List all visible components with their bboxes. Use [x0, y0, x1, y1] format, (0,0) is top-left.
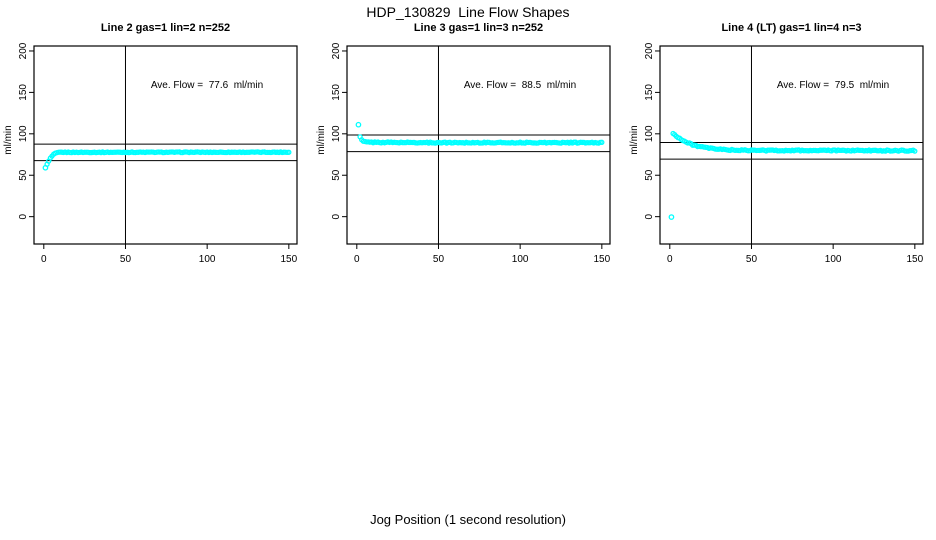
- y-tick-label: 0: [331, 213, 342, 219]
- y-tick-label: 100: [644, 125, 655, 142]
- x-tick-label: 150: [593, 254, 610, 265]
- y-tick-label: 50: [644, 169, 655, 181]
- panel-plot-line3: 0 50 100 150 0 50 100 150 200: [331, 42, 611, 265]
- panel-title-line4: Line 4 (LT) gas=1 lin=4 n=3: [721, 22, 862, 34]
- x-tick-label: 0: [667, 254, 673, 265]
- ave-flow-annotation: Ave. Flow = 79.5 ml/min: [776, 80, 890, 91]
- x-tick-label: 50: [746, 254, 758, 265]
- y-tick-label: 50: [331, 169, 342, 181]
- x-tick-label: 100: [512, 254, 529, 265]
- x-tick-label: 150: [280, 254, 297, 265]
- ave-flow-annotation: Ave. Flow = 77.6 ml/min: [150, 80, 264, 91]
- y-tick-label: 100: [18, 125, 29, 142]
- y-tick-label: 0: [644, 213, 655, 219]
- data-point-isolated: [355, 121, 362, 128]
- x-tick-label: 100: [825, 254, 842, 265]
- y-tick-label: 150: [18, 84, 29, 101]
- x-tick-label: 0: [41, 254, 47, 265]
- x-tick-label: 50: [120, 254, 132, 265]
- y-tick-label: 200: [644, 42, 655, 59]
- ave-flow-annotation: Ave. Flow = 88.5 ml/min: [463, 80, 577, 91]
- panel-plot-line4: 0 50 100 150 0 50 100 150 200: [644, 42, 924, 265]
- data-point: [286, 149, 292, 155]
- plot-box: [346, 45, 611, 245]
- y-tick-label: 50: [18, 169, 29, 181]
- data-point: [599, 139, 605, 145]
- x-tick-label: 100: [199, 254, 216, 265]
- plot-box: [33, 45, 298, 245]
- data-point-isolated: [42, 164, 49, 171]
- panel-title-line2: Line 2 gas=1 lin=2 n=252: [100, 22, 231, 34]
- y-tick-label: 150: [644, 84, 655, 101]
- data-point-isolated: [668, 214, 675, 220]
- plot-box: [659, 45, 924, 245]
- y-tick-label: 200: [18, 42, 29, 59]
- figure-title: HDP_130829 Line Flow Shapes: [366, 4, 570, 20]
- x-tick-label: 0: [354, 254, 360, 265]
- panel-plot-line2: 0 50 100 150 0 50 100 150 200: [18, 42, 298, 265]
- x-axis-label: Jog Position (1 second resolution): [370, 512, 566, 527]
- panel-line3: Line 3 gas=1 lin=3 n=252 ml/min 0 50 100 15…: [297, 20, 617, 274]
- y-tick-label: 200: [331, 42, 342, 59]
- y-tick-label: 150: [331, 84, 342, 101]
- x-tick-label: 150: [906, 254, 923, 265]
- panel-line4: Line 4 (LT) gas=1 lin=4 n=3 ml/min 0 50 10…: [610, 20, 930, 274]
- data-point: [912, 148, 918, 154]
- x-tick-label: 50: [433, 254, 445, 265]
- y-tick-label: 100: [331, 125, 342, 142]
- panel-title-line3: Line 3 gas=1 lin=3 n=252: [413, 22, 544, 34]
- panel-line2: Line 2 gas=1 lin=2 n=252 ml/min 0 50 100 15…: [0, 20, 304, 274]
- y-tick-label: 0: [18, 213, 29, 219]
